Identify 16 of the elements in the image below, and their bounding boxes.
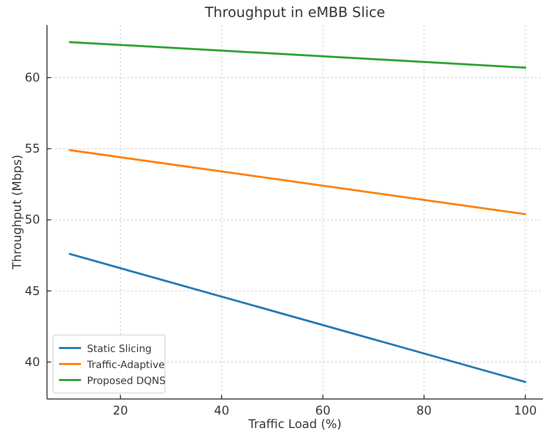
chart-title: Throughput in eMBB Slice (204, 5, 386, 21)
x-axis-title: Traffic Load (%) (247, 417, 342, 431)
legend-label: Proposed DQNS (87, 376, 166, 387)
y-tick-label: 40 (24, 354, 40, 369)
x-tick-label: 80 (416, 404, 432, 418)
y-tick-label: 45 (24, 284, 40, 298)
x-tick-label: 40 (214, 404, 230, 418)
y-tick-label: 50 (24, 212, 40, 227)
y-axis-title: Throughput (Mbps) (10, 154, 24, 270)
legend-label: Static Slicing (87, 344, 152, 355)
x-tick-label: 60 (315, 404, 330, 418)
x-tick-label: 100 (514, 404, 537, 418)
y-tick-label: 60 (24, 70, 40, 84)
x-tick-label: 20 (112, 404, 128, 418)
legend-label: Traffic-Adaptive (86, 360, 165, 371)
y-tick-label: 55 (24, 142, 40, 156)
